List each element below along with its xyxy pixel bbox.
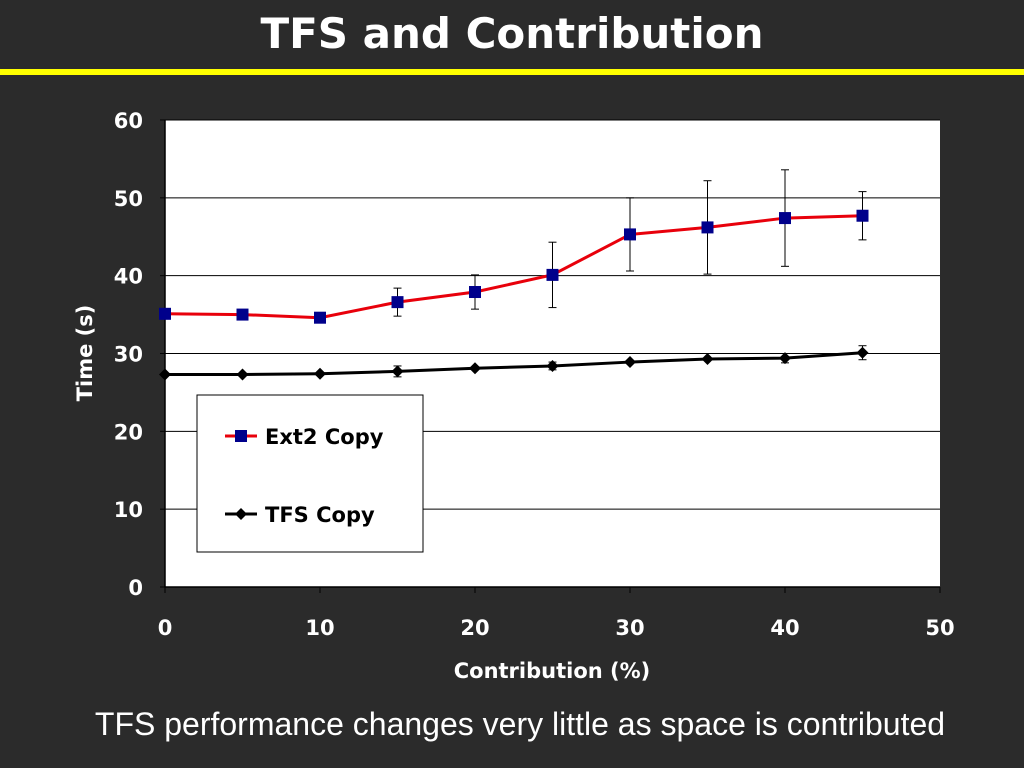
y-axis-title: Time (s) <box>73 305 97 402</box>
data-point <box>701 221 714 234</box>
data-point <box>856 346 869 359</box>
data-point <box>314 367 326 380</box>
line-chart: 0 10 20 30 40 50 60 0 10 20 30 40 50 Ext2 Copy TFS Co… <box>73 109 955 683</box>
y-tick-label: 40 <box>114 265 143 289</box>
slide-caption: TFS performance changes very little as s… <box>94 706 946 742</box>
x-tick-label: 0 <box>158 616 173 640</box>
x-tick-label: 50 <box>925 616 954 640</box>
series-line <box>165 351 863 377</box>
data-point <box>469 362 481 375</box>
legend-marker <box>235 508 247 520</box>
y-tick-label: 10 <box>114 498 143 522</box>
x-tick-label: 40 <box>770 616 799 640</box>
data-point <box>236 308 249 321</box>
x-tick-label: 10 <box>305 616 334 640</box>
legend-label: TFS Copy <box>265 503 375 527</box>
series-layer <box>159 169 869 381</box>
axes: 0 10 20 30 40 50 60 0 10 20 30 40 50 <box>114 109 955 640</box>
slide-title: TFS and Contribution <box>260 9 764 58</box>
data-point <box>236 368 249 381</box>
data-point <box>159 307 171 320</box>
data-point <box>779 212 791 225</box>
y-tick-label: 20 <box>114 420 143 444</box>
title-underline <box>0 69 1024 75</box>
x-tick-label: 20 <box>460 616 489 640</box>
data-point <box>624 228 636 241</box>
legend-box <box>196 394 424 553</box>
series-0 <box>159 169 869 324</box>
data-point <box>779 352 791 365</box>
data-point <box>469 286 481 299</box>
data-point <box>391 365 404 378</box>
y-tick-label: 60 <box>114 109 143 133</box>
data-point <box>391 296 404 309</box>
data-point <box>159 368 171 381</box>
legend-label: Ext2 Copy <box>265 425 384 449</box>
series-line <box>164 214 863 320</box>
data-point <box>314 311 326 324</box>
series-1 <box>159 345 869 381</box>
legend-marker <box>235 430 247 442</box>
data-point <box>546 268 559 281</box>
data-point <box>546 359 559 372</box>
y-tick-label: 0 <box>128 576 143 600</box>
x-axis-title: Contribution (%) <box>454 659 651 683</box>
x-tick-label: 30 <box>615 616 644 640</box>
data-point <box>624 356 636 369</box>
y-tick-label: 50 <box>114 187 143 211</box>
y-tick-label: 30 <box>114 343 143 367</box>
data-point <box>856 209 869 222</box>
data-point <box>701 352 714 365</box>
legend: Ext2 Copy TFS Copy <box>196 394 424 553</box>
